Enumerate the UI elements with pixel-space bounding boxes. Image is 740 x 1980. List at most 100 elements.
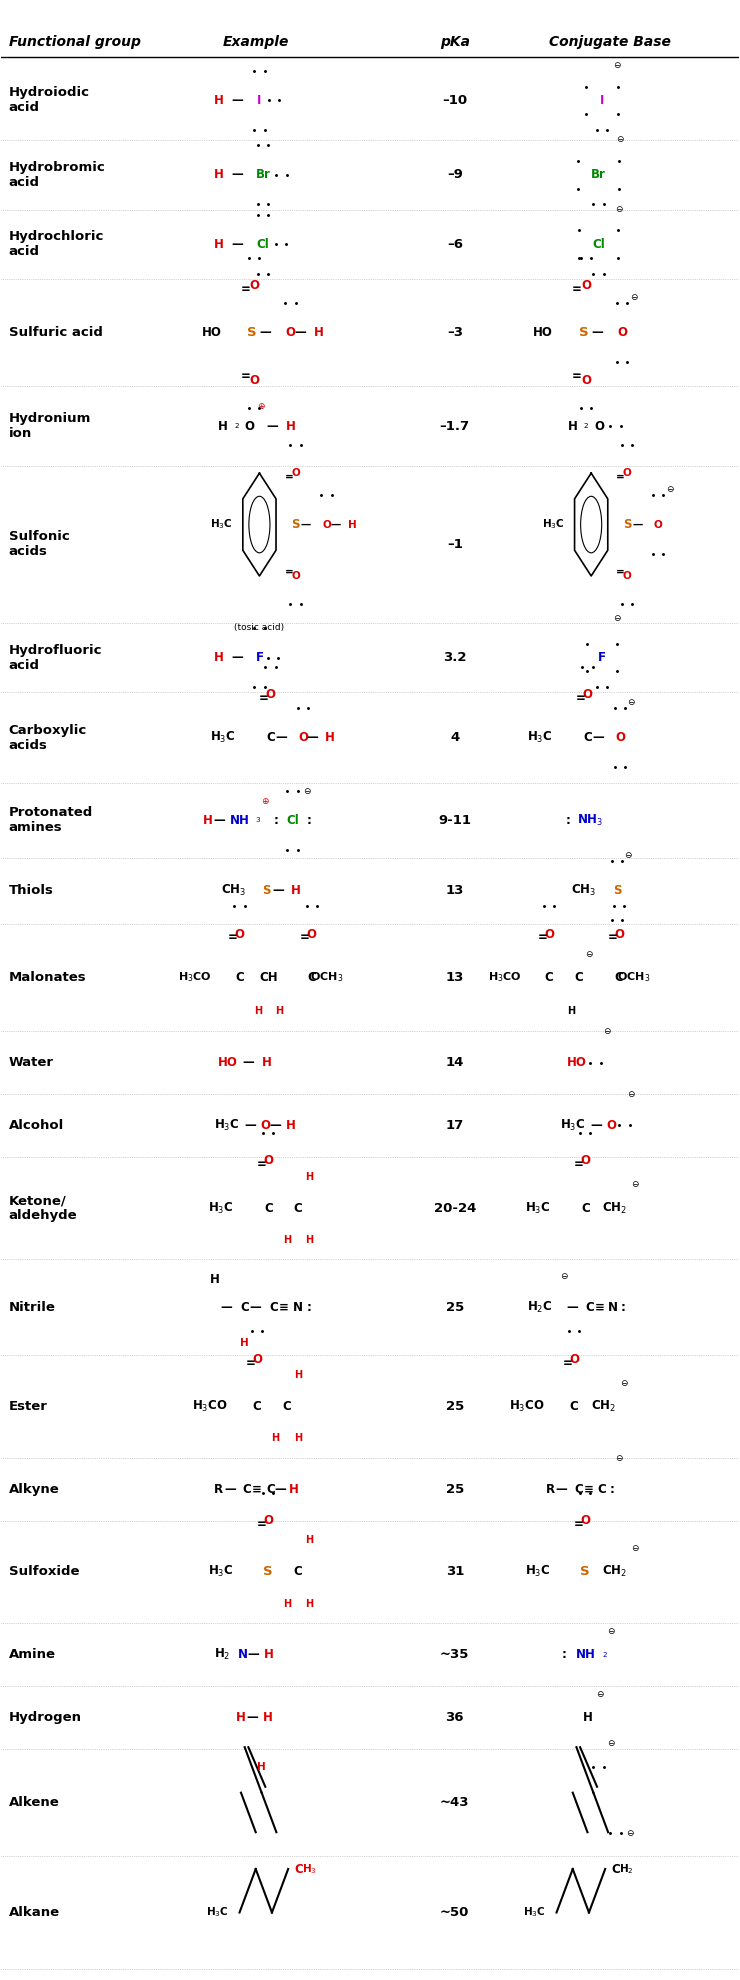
Text: S: S bbox=[580, 1566, 590, 1578]
Text: :: : bbox=[562, 1647, 566, 1661]
Text: CH$_3$: CH$_3$ bbox=[221, 883, 246, 899]
Text: Sulfoxide: Sulfoxide bbox=[9, 1566, 79, 1578]
Text: Functional group: Functional group bbox=[9, 36, 141, 50]
Text: C: C bbox=[307, 970, 316, 984]
Text: Sulfuric acid: Sulfuric acid bbox=[9, 327, 103, 339]
Text: CH$_3$: CH$_3$ bbox=[571, 883, 596, 899]
Text: O: O bbox=[263, 1154, 273, 1166]
Text: O: O bbox=[580, 1515, 591, 1527]
Text: —: — bbox=[266, 420, 278, 432]
Text: H: H bbox=[203, 814, 212, 828]
Text: H: H bbox=[236, 1711, 246, 1725]
Text: O: O bbox=[245, 420, 255, 432]
Text: O: O bbox=[235, 927, 244, 940]
Text: S: S bbox=[263, 1566, 273, 1578]
Text: Br: Br bbox=[591, 168, 606, 182]
Text: OCH$_3$: OCH$_3$ bbox=[310, 970, 343, 984]
Text: O: O bbox=[322, 519, 331, 529]
Text: H: H bbox=[348, 519, 357, 529]
Text: H: H bbox=[210, 1273, 220, 1287]
Text: Ester: Ester bbox=[9, 1400, 47, 1414]
Text: —: — bbox=[591, 1119, 602, 1133]
Text: $\ominus$: $\ominus$ bbox=[631, 1542, 640, 1552]
Text: 25: 25 bbox=[445, 1483, 464, 1495]
Text: H$_3$C: H$_3$C bbox=[206, 1905, 229, 1919]
Text: H$_3$C: H$_3$C bbox=[525, 1564, 550, 1580]
Text: H$_3$C: H$_3$C bbox=[527, 731, 552, 744]
Text: :: : bbox=[609, 1483, 614, 1495]
Text: Amine: Amine bbox=[9, 1647, 56, 1661]
Text: O: O bbox=[252, 1352, 262, 1366]
Text: Hydroiodic
acid: Hydroiodic acid bbox=[9, 87, 90, 115]
Text: C: C bbox=[570, 1400, 579, 1414]
Text: $_2$: $_2$ bbox=[583, 422, 589, 432]
Text: $_2$: $_2$ bbox=[602, 1649, 608, 1659]
Text: —: — bbox=[593, 731, 605, 744]
Text: —: — bbox=[272, 885, 283, 897]
Text: ~35: ~35 bbox=[440, 1647, 469, 1661]
Text: I: I bbox=[258, 93, 262, 107]
Text: =: = bbox=[608, 931, 617, 944]
Text: H: H bbox=[568, 420, 578, 432]
Text: NH: NH bbox=[229, 814, 249, 828]
Text: NH$_3$: NH$_3$ bbox=[576, 814, 602, 828]
Text: C: C bbox=[240, 1301, 249, 1315]
Text: H: H bbox=[305, 1534, 313, 1544]
Text: =: = bbox=[228, 931, 238, 944]
Text: —: — bbox=[260, 327, 271, 339]
Text: $\ominus$: $\ominus$ bbox=[628, 1089, 636, 1099]
Text: :: : bbox=[565, 814, 570, 828]
Text: C: C bbox=[283, 1400, 291, 1414]
Text: HO: HO bbox=[201, 327, 221, 339]
Text: $\oplus$: $\oplus$ bbox=[258, 402, 266, 412]
Text: O: O bbox=[580, 1154, 591, 1166]
Text: =: = bbox=[537, 931, 548, 944]
Text: H: H bbox=[214, 93, 223, 107]
Text: —: — bbox=[556, 1483, 568, 1495]
Text: H: H bbox=[214, 168, 223, 182]
Text: —: — bbox=[232, 238, 243, 251]
Text: —: — bbox=[295, 327, 306, 339]
Text: O: O bbox=[249, 279, 259, 291]
Text: ≡: ≡ bbox=[583, 1483, 593, 1495]
Text: S: S bbox=[613, 885, 621, 897]
Text: NH: NH bbox=[576, 1647, 596, 1661]
Text: Protonated
amines: Protonated amines bbox=[9, 806, 93, 834]
Text: ≡: ≡ bbox=[594, 1301, 605, 1315]
Text: Hydrochloric
acid: Hydrochloric acid bbox=[9, 230, 104, 257]
Text: =: = bbox=[574, 1519, 584, 1531]
Text: CH: CH bbox=[260, 970, 278, 984]
Text: —: — bbox=[300, 519, 311, 529]
Text: H: H bbox=[305, 1598, 313, 1608]
Text: H: H bbox=[305, 1236, 313, 1245]
Text: S: S bbox=[263, 885, 271, 897]
Text: H: H bbox=[292, 885, 301, 897]
Text: H$_3$CO: H$_3$CO bbox=[178, 970, 212, 984]
Text: $_3$: $_3$ bbox=[255, 816, 261, 826]
Text: O: O bbox=[607, 1119, 617, 1133]
Text: O: O bbox=[623, 570, 632, 580]
Text: S: S bbox=[247, 327, 257, 339]
Text: H: H bbox=[582, 1711, 593, 1725]
Text: Example: Example bbox=[223, 36, 289, 50]
Text: C: C bbox=[266, 1483, 275, 1495]
Text: C: C bbox=[574, 1483, 583, 1495]
Text: –9: –9 bbox=[447, 168, 462, 182]
Text: —: — bbox=[591, 327, 603, 339]
Text: H$_3$C: H$_3$C bbox=[560, 1119, 585, 1133]
Text: HO: HO bbox=[534, 327, 554, 339]
Text: =: = bbox=[572, 283, 582, 295]
Text: CH$_2$: CH$_2$ bbox=[591, 1400, 616, 1414]
Text: S: S bbox=[292, 519, 300, 531]
Text: O: O bbox=[581, 279, 591, 291]
Text: –6: –6 bbox=[447, 238, 462, 251]
Text: H: H bbox=[214, 651, 223, 663]
Text: H$_3$C: H$_3$C bbox=[525, 1200, 550, 1216]
Text: H: H bbox=[314, 327, 323, 339]
Text: O: O bbox=[291, 467, 300, 477]
Text: H$_3$CO: H$_3$CO bbox=[509, 1400, 545, 1414]
Text: —: — bbox=[232, 168, 243, 182]
Text: H$_3$C: H$_3$C bbox=[523, 1905, 545, 1919]
Text: =: = bbox=[246, 1356, 255, 1370]
Text: Alkane: Alkane bbox=[9, 1907, 60, 1919]
